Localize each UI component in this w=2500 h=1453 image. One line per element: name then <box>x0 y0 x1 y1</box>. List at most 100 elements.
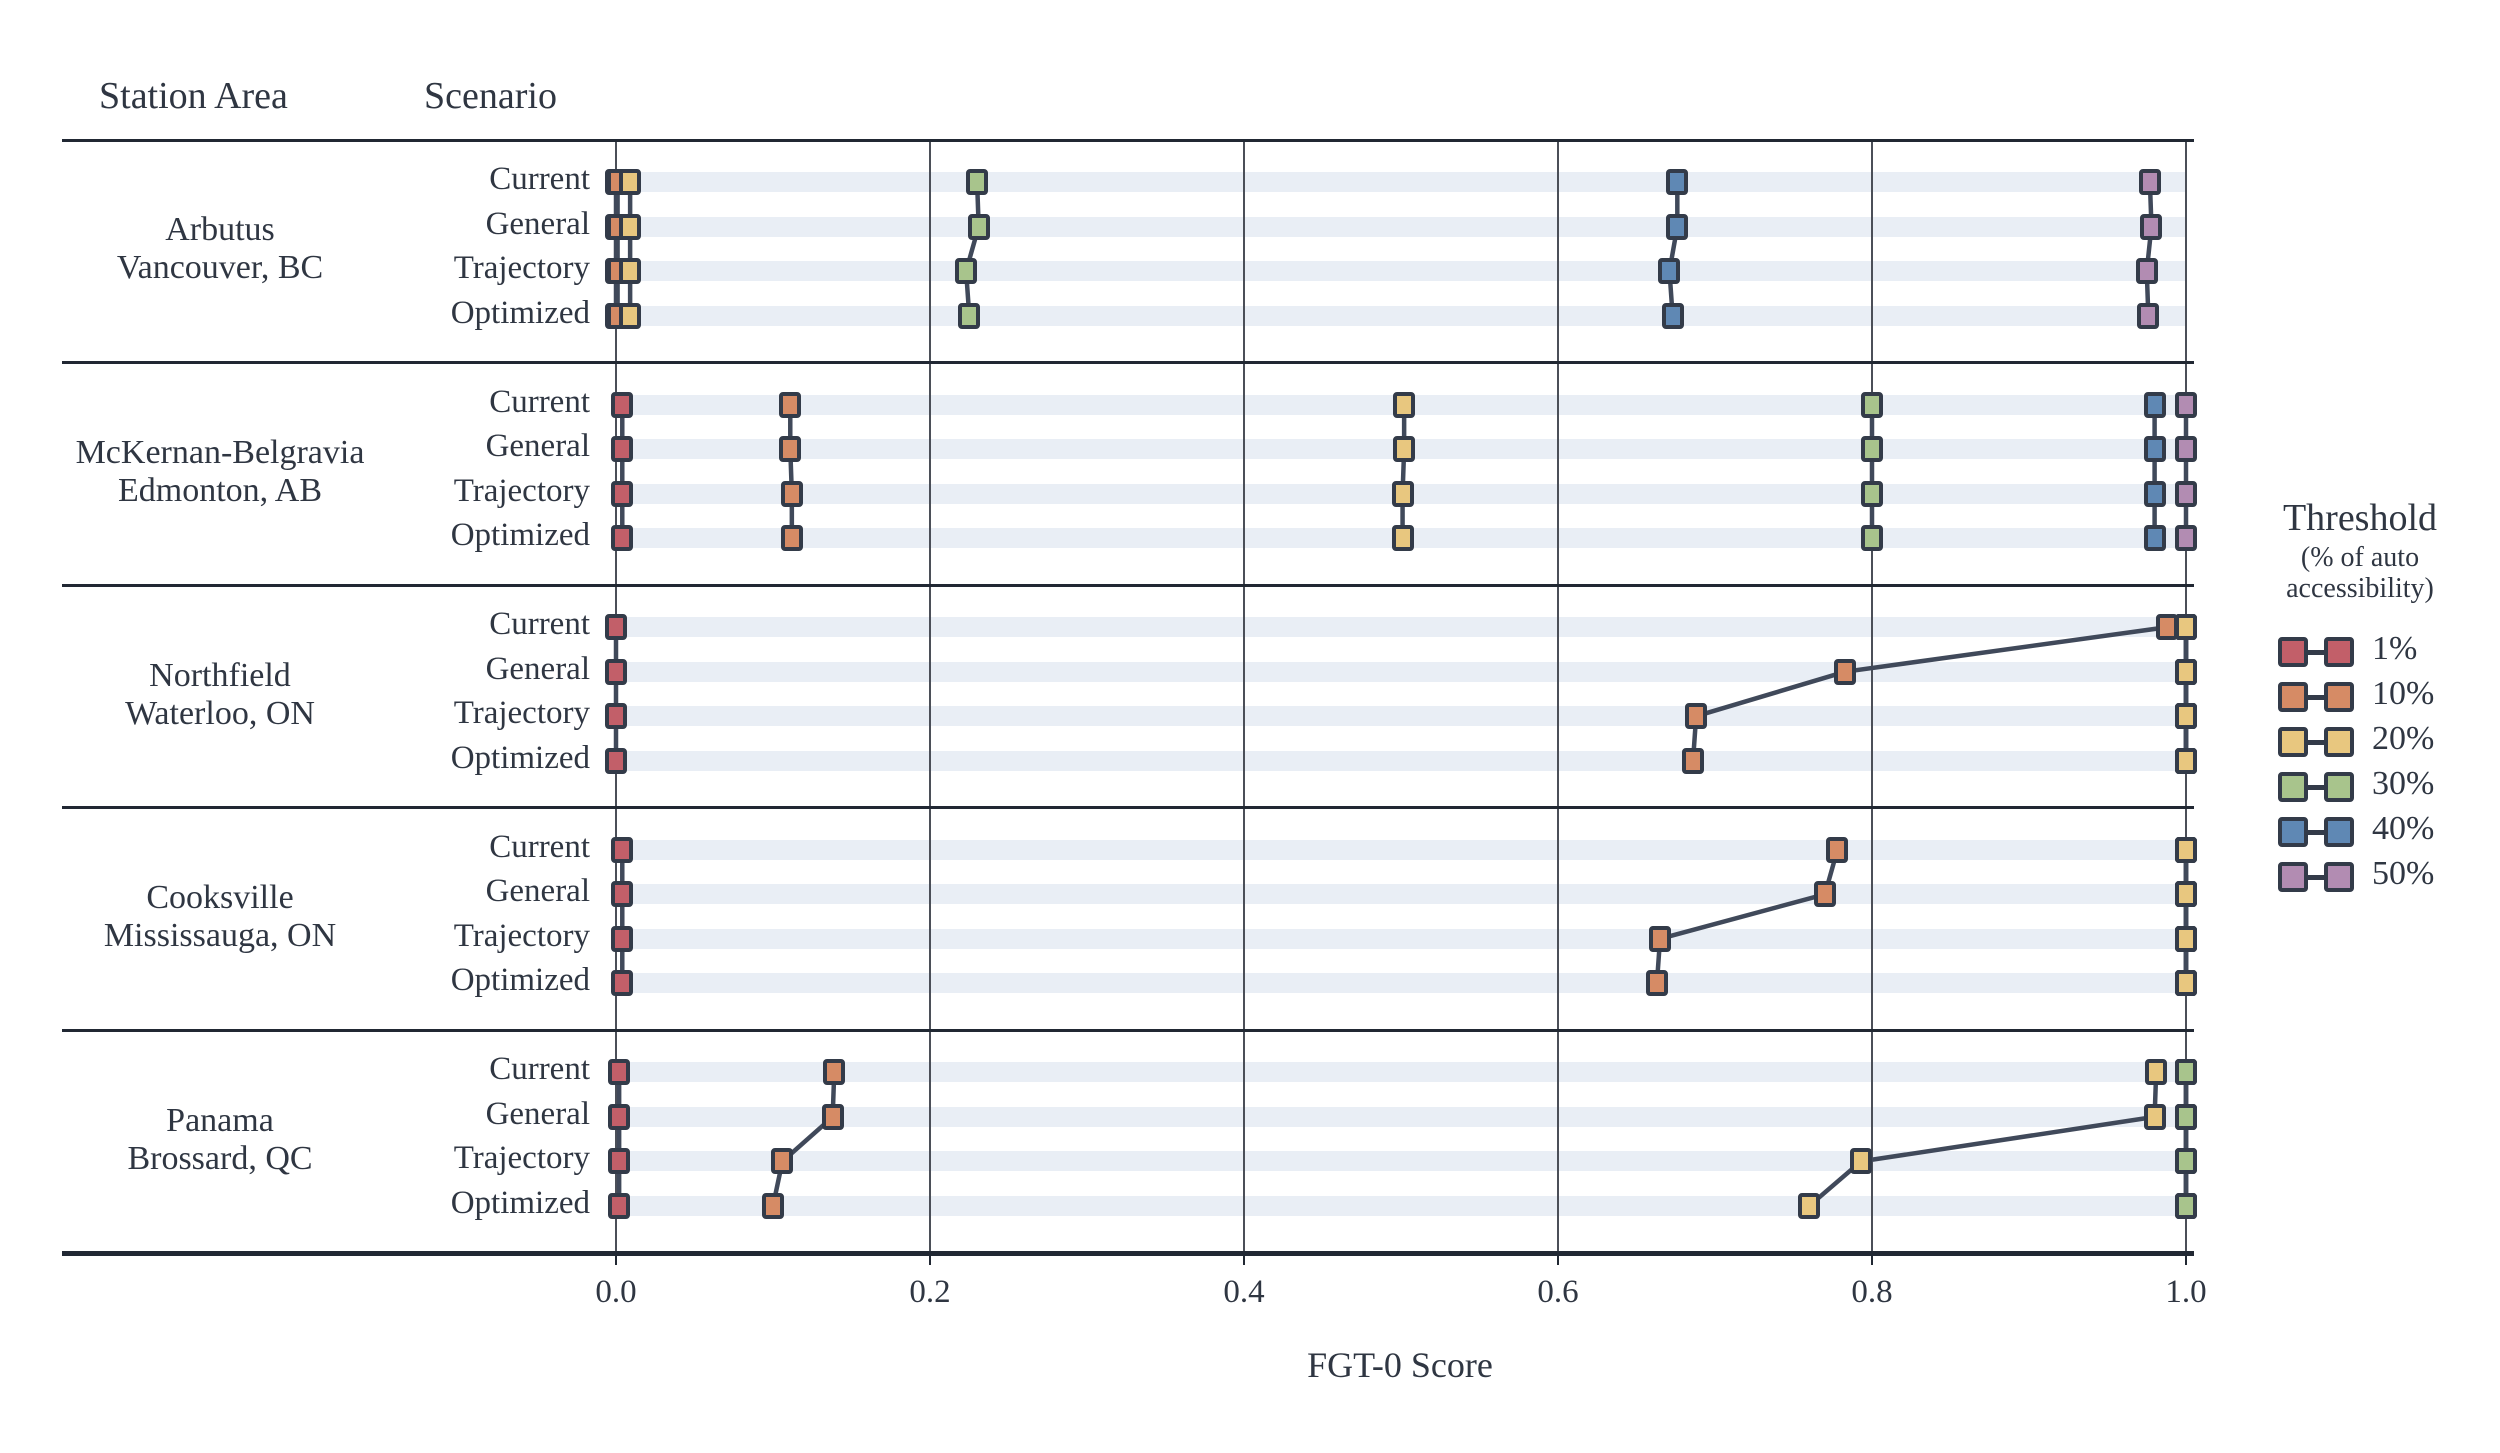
marker-McKernan-Belgravia-Optimized-1% <box>611 525 634 552</box>
gridline <box>1871 140 1873 1253</box>
marker-Cooksville-Trajectory-10% <box>1649 925 1672 952</box>
legend-swatch <box>2324 637 2354 667</box>
marker-Arbutus-General-20% <box>619 213 642 240</box>
trend-line-Arbutus-50% <box>2144 179 2154 318</box>
marker-McKernan-Belgravia-Optimized-50% <box>2175 525 2197 552</box>
marker-Panama-Optimized-20% <box>1798 1192 1821 1219</box>
x-axis-tick <box>929 1255 931 1265</box>
legend-entry-label: 1% <box>2372 630 2418 667</box>
station-city: Vancouver, BC <box>116 249 324 287</box>
marker-Arbutus-Trajectory-40% <box>1658 258 1681 284</box>
marker-Arbutus-General-30% <box>967 213 990 240</box>
legend-swatch <box>2278 862 2308 892</box>
panel-separator <box>62 806 2194 810</box>
marker-McKernan-Belgravia-Optimized-40% <box>2143 525 2166 552</box>
row-stripe <box>616 1106 2187 1127</box>
x-axis-title: FGT-0 Score <box>1307 1345 1493 1385</box>
marker-McKernan-Belgravia-Optimized-30% <box>1861 525 1883 552</box>
x-tick-label: 0.6 <box>1537 1274 1579 1310</box>
marker-Arbutus-General-40% <box>1666 213 1689 240</box>
marker-McKernan-Belgravia-Trajectory-20% <box>1391 480 1414 507</box>
trend-line-McKernan-Belgravia-20% <box>1400 402 1407 541</box>
marker-Northfield-General-20% <box>2175 658 2197 685</box>
marker-McKernan-Belgravia-Current-1% <box>611 391 634 418</box>
scenario-label-Trajectory: Trajectory <box>453 250 590 286</box>
marker-Panama-Optimized-1% <box>608 1192 631 1219</box>
legend-subtitle-line1: (% of auto <box>2300 542 2420 573</box>
marker-Northfield-Current-20% <box>2175 614 2197 641</box>
marker-Panama-General-30% <box>2175 1103 2197 1130</box>
legend-connector <box>2292 650 2348 655</box>
marker-Cooksville-Current-10% <box>1826 836 1849 863</box>
marker-McKernan-Belgravia-General-40% <box>2143 436 2166 463</box>
scenario-label-Current: Current <box>489 828 590 865</box>
legend-swatch <box>2278 637 2308 667</box>
marker-Northfield-Current-1% <box>605 614 627 641</box>
marker-McKernan-Belgravia-General-10% <box>779 436 802 463</box>
marker-Arbutus-Trajectory-20% <box>619 258 642 284</box>
marker-Cooksville-General-20% <box>2175 881 2197 908</box>
marker-Arbutus-General-50% <box>2140 213 2163 240</box>
row-stripe <box>616 750 2187 771</box>
marker-McKernan-Belgravia-General-20% <box>1393 436 1416 463</box>
trend-line-Arbutus-40% <box>1667 179 1680 318</box>
marker-Northfield-General-10% <box>1834 658 1857 685</box>
row-stripe <box>616 1151 2187 1172</box>
scenario-label-Optimized: Optimized <box>450 1184 590 1221</box>
marker-McKernan-Belgravia-General-50% <box>2175 436 2197 463</box>
row-stripe <box>616 973 2187 994</box>
legend-entry-label: 40% <box>2372 810 2435 847</box>
marker-McKernan-Belgravia-Trajectory-1% <box>611 480 634 507</box>
legend-swatch <box>2324 817 2354 847</box>
station-city: Mississauga, ON <box>103 917 337 955</box>
marker-Cooksville-Optimized-1% <box>611 970 634 997</box>
station-name: McKernan-Belgravia <box>75 433 365 471</box>
x-tick-label: 1.0 <box>2165 1274 2207 1310</box>
marker-McKernan-Belgravia-Trajectory-30% <box>1861 480 1883 507</box>
marker-Panama-Trajectory-30% <box>2175 1148 2197 1175</box>
station-label: Arbutus Vancouver, BC <box>40 211 400 287</box>
marker-Cooksville-Current-20% <box>2175 836 2197 863</box>
marker-Panama-Current-1% <box>608 1059 631 1086</box>
scenario-label-Current: Current <box>489 161 590 197</box>
scenario-label-Current: Current <box>489 383 590 420</box>
marker-Arbutus-Optimized-30% <box>958 302 981 329</box>
legend-swatch <box>2278 817 2308 847</box>
marker-McKernan-Belgravia-Current-20% <box>1393 391 1416 418</box>
legend-swatch <box>2324 727 2354 757</box>
station-label: Panama Brossard, QC <box>40 1102 400 1178</box>
legend-swatch <box>2324 772 2354 802</box>
marker-McKernan-Belgravia-Trajectory-10% <box>780 480 803 507</box>
station-city: Waterloo, ON <box>125 694 315 732</box>
legend-entry-label: 10% <box>2372 675 2435 712</box>
x-axis-line <box>62 1250 2194 1256</box>
legend-swatch <box>2278 682 2308 712</box>
marker-Arbutus-Optimized-20% <box>619 302 642 329</box>
marker-Arbutus-Trajectory-30% <box>955 258 978 284</box>
legend-connector <box>2292 695 2348 700</box>
scenario-label-Current: Current <box>489 1051 590 1088</box>
marker-Cooksville-Trajectory-20% <box>2175 925 2197 952</box>
legend-swatch <box>2324 862 2354 892</box>
scenario-label-Optimized: Optimized <box>450 517 590 554</box>
row-stripe <box>616 661 2187 682</box>
panel-top-border <box>62 138 2194 142</box>
legend-connector <box>2292 785 2348 790</box>
gridline <box>929 140 931 1253</box>
legend-title: Threshold <box>2282 497 2438 539</box>
scenario-label-Trajectory: Trajectory <box>453 695 590 732</box>
scenario-label-Trajectory: Trajectory <box>453 917 590 954</box>
marker-McKernan-Belgravia-Optimized-10% <box>780 525 803 552</box>
scenario-label-Current: Current <box>489 606 590 643</box>
x-axis-tick <box>1871 1255 1873 1265</box>
gridline <box>1557 140 1559 1253</box>
marker-Cooksville-Optimized-20% <box>2175 970 2197 997</box>
x-tick-label: 0.2 <box>909 1274 951 1310</box>
trend-line-Panama-20% <box>1806 1070 2159 1209</box>
panel-separator <box>62 1028 2194 1032</box>
legend-swatch <box>2278 772 2308 802</box>
marker-Panama-Trajectory-10% <box>771 1148 794 1175</box>
legend-subtitle-line2: accessibility) <box>2286 573 2434 604</box>
marker-Panama-Trajectory-20% <box>1850 1148 1872 1175</box>
marker-Panama-Trajectory-1% <box>608 1148 631 1175</box>
